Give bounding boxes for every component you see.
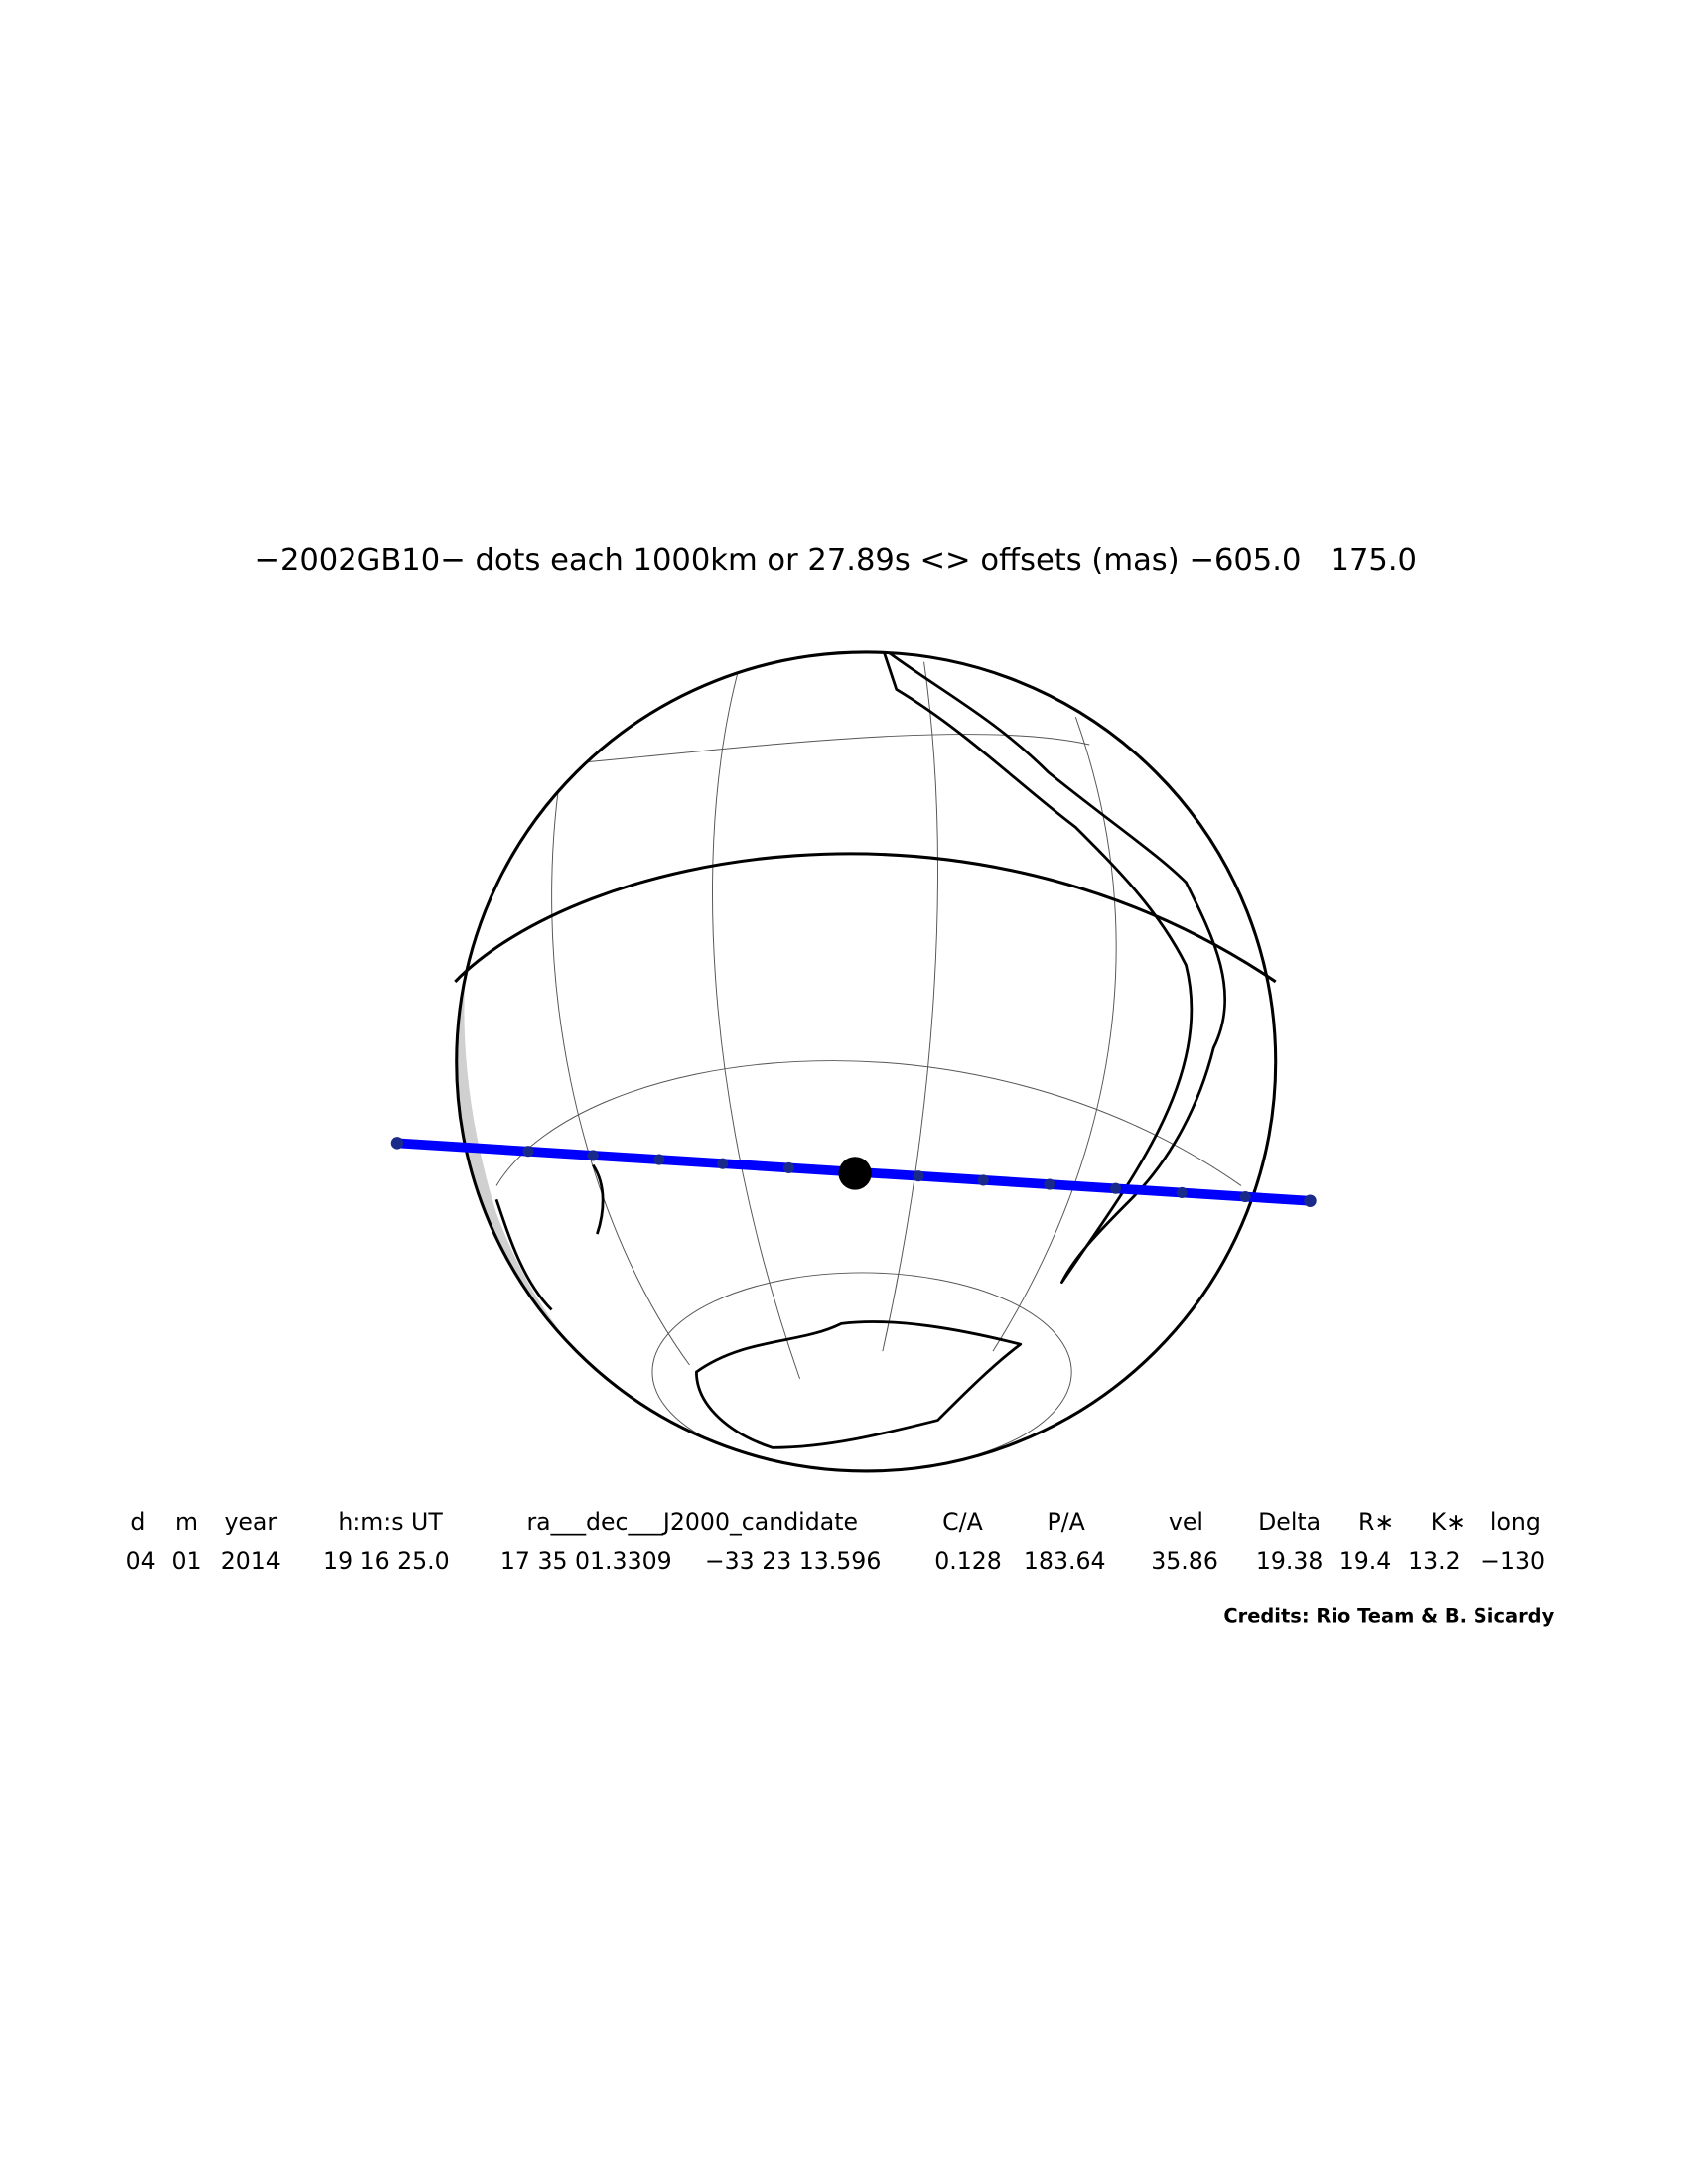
column-header: R∗ [1358, 1508, 1394, 1536]
table-cell: 19 16 25.0 [323, 1547, 450, 1574]
table-cell: 2014 [221, 1547, 281, 1574]
table-cell: −130 [1480, 1547, 1545, 1574]
map-title: −2002GB10− dots each 1000km or 27.89s <>… [254, 543, 1417, 578]
table-cell: −33 23 13.596 [705, 1547, 882, 1574]
shadow-path [390, 1137, 1317, 1207]
data-table: d m year h:m:s UT ra___dec___J2000_candidate… [126, 1508, 1545, 1574]
coastlines [494, 651, 1227, 1449]
column-header: year [224, 1508, 277, 1536]
column-header: d [130, 1508, 145, 1536]
column-header: long [1490, 1508, 1541, 1536]
column-header: C/A [942, 1508, 983, 1536]
column-header: P/A [1047, 1508, 1084, 1536]
table-cell: 19.38 [1256, 1547, 1324, 1574]
table-cell: 17 35 01.3309 [500, 1547, 672, 1574]
table-cell: 19.4 [1339, 1547, 1392, 1574]
table-cell: 0.128 [934, 1547, 1002, 1574]
globe-limb [455, 650, 1278, 1473]
globe [454, 650, 1278, 1473]
credits: Credits: Rio Team & B. Sicardy [1223, 1605, 1554, 1628]
graticule [495, 651, 1242, 1471]
table-cell: 13.2 [1408, 1547, 1461, 1574]
column-header: K∗ [1431, 1508, 1466, 1536]
closest-approach [838, 1157, 872, 1190]
night-shading [456, 895, 718, 1448]
column-header: m [175, 1508, 198, 1536]
table-cell: 04 [126, 1547, 156, 1574]
equator [454, 852, 1277, 984]
table-cell: 35.86 [1151, 1547, 1218, 1574]
column-header: ra___dec___J2000_candidate [526, 1508, 858, 1536]
column-header: Delta [1258, 1508, 1321, 1536]
path-dots [390, 1137, 1317, 1207]
column-header: h:m:s UT [338, 1508, 443, 1536]
column-header: vel [1169, 1508, 1203, 1536]
table-cell: 183.64 [1024, 1547, 1106, 1574]
table-cell: 01 [171, 1547, 201, 1574]
